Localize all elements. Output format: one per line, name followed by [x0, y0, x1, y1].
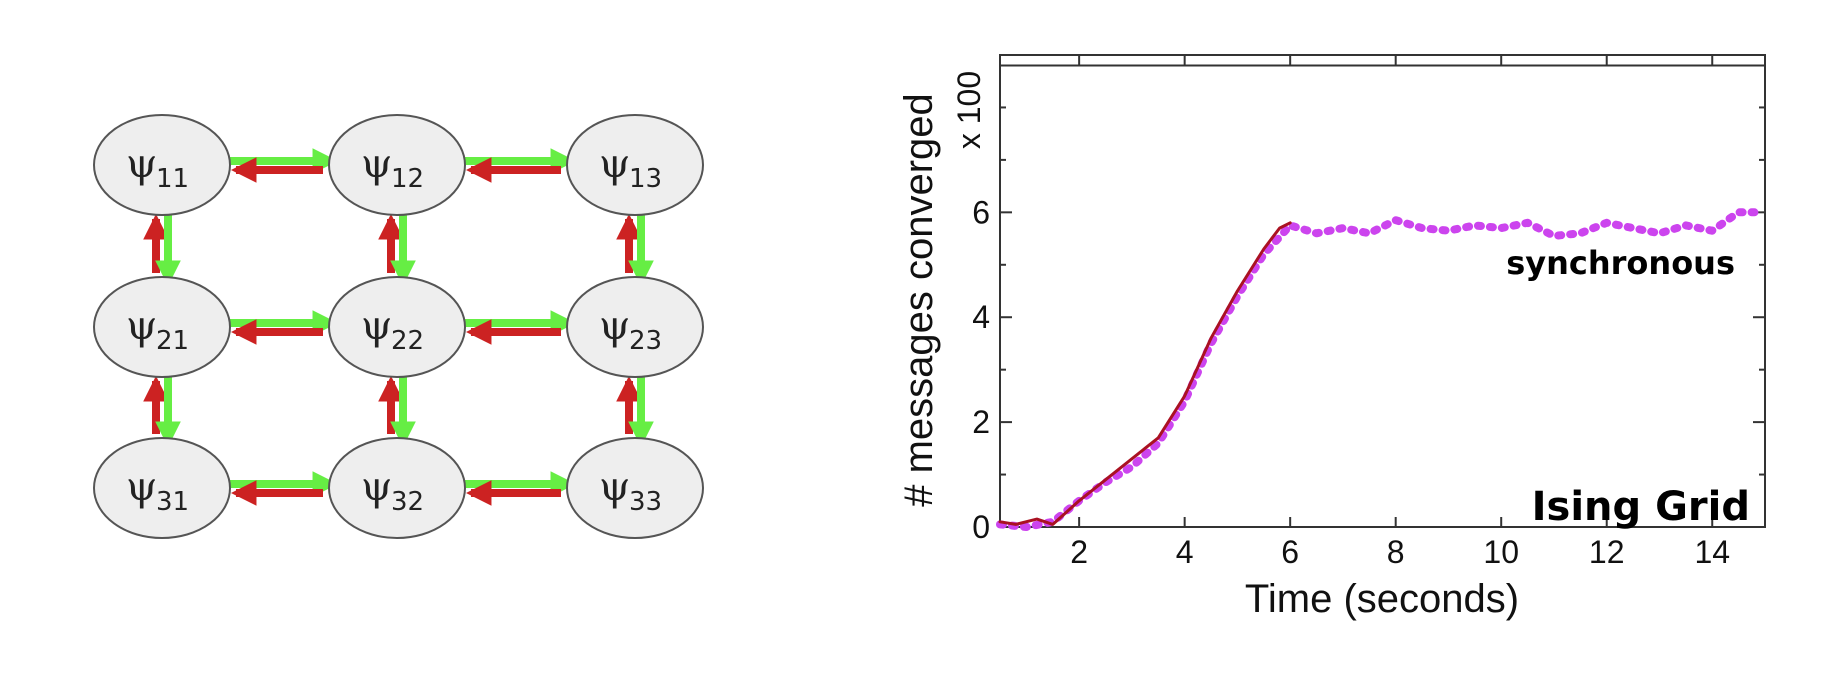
graph-node: ψ11 [93, 114, 231, 216]
node-psi: ψ [361, 464, 392, 510]
y-tick-label: 0 [972, 509, 990, 545]
y-axis-multiplier: x 100 [951, 71, 987, 149]
graph-node: ψ21 [93, 276, 231, 378]
node-ellipse [93, 276, 231, 378]
node-ellipse [328, 114, 466, 216]
node-subscript: 31 [156, 487, 189, 517]
y-tick-label: 2 [972, 404, 990, 440]
node-subscript: 12 [391, 164, 424, 194]
y-tick-label: 6 [972, 194, 990, 230]
y-tick-label: 4 [972, 299, 990, 335]
node-ellipse [566, 276, 704, 378]
x-tick-label: 12 [1589, 534, 1625, 570]
x-tick-label: 6 [1281, 534, 1299, 570]
node-psi: ψ [599, 303, 630, 349]
node-ellipse [93, 114, 231, 216]
series-line-dotted [996, 208, 1759, 531]
node-ellipse [93, 437, 231, 539]
graph-node: ψ33 [566, 437, 704, 539]
node-psi: ψ [361, 303, 392, 349]
x-tick-label: 2 [1070, 534, 1088, 570]
x-axis-label: Time (seconds) [1245, 577, 1519, 621]
node-subscript: 33 [629, 487, 662, 517]
node-subscript: 32 [391, 487, 424, 517]
node-psi: ψ [126, 464, 157, 510]
convergence-chart: 2 4 6 8 10 12 14 0 2 4 6 synchronous Ising Grid Ti… [897, 54, 1766, 621]
node-ellipse [328, 437, 466, 539]
node-psi: ψ [599, 464, 630, 510]
node-subscript: 11 [156, 164, 189, 194]
x-tick-label: 14 [1694, 534, 1730, 570]
node-ellipse [566, 114, 704, 216]
graph-node: ψ32 [328, 437, 466, 539]
node-ellipse [566, 437, 704, 539]
annotation-ising-grid: Ising Grid [1532, 484, 1750, 530]
x-tick-label: 8 [1387, 534, 1405, 570]
annotation-synchronous: synchronous [1506, 244, 1735, 282]
x-tick-label: 10 [1483, 534, 1519, 570]
node-psi: ψ [599, 141, 630, 187]
plot-frame [999, 54, 1766, 528]
node-psi: ψ [361, 141, 392, 187]
series-layer [996, 64, 1765, 531]
node-subscript: 23 [629, 326, 662, 356]
y-axis-label: # messages converged [897, 93, 941, 507]
axis-ticks: 2 4 6 8 10 12 14 0 2 4 6 [972, 54, 1765, 570]
x-tick-label: 4 [1176, 534, 1194, 570]
node-subscript: 22 [391, 326, 424, 356]
node-subscript: 21 [156, 326, 189, 356]
series-line-solid [998, 221, 1292, 526]
node-subscript: 13 [629, 164, 662, 194]
node-ellipse [328, 276, 466, 378]
node-psi: ψ [126, 303, 157, 349]
graph-node: ψ12 [328, 114, 466, 216]
graph-node: ψ13 [566, 114, 704, 216]
graph-node: ψ22 [328, 276, 466, 378]
grid-edges [143, 148, 654, 506]
graph-node: ψ31 [93, 437, 231, 539]
graph-node: ψ23 [566, 276, 704, 378]
node-psi: ψ [126, 141, 157, 187]
